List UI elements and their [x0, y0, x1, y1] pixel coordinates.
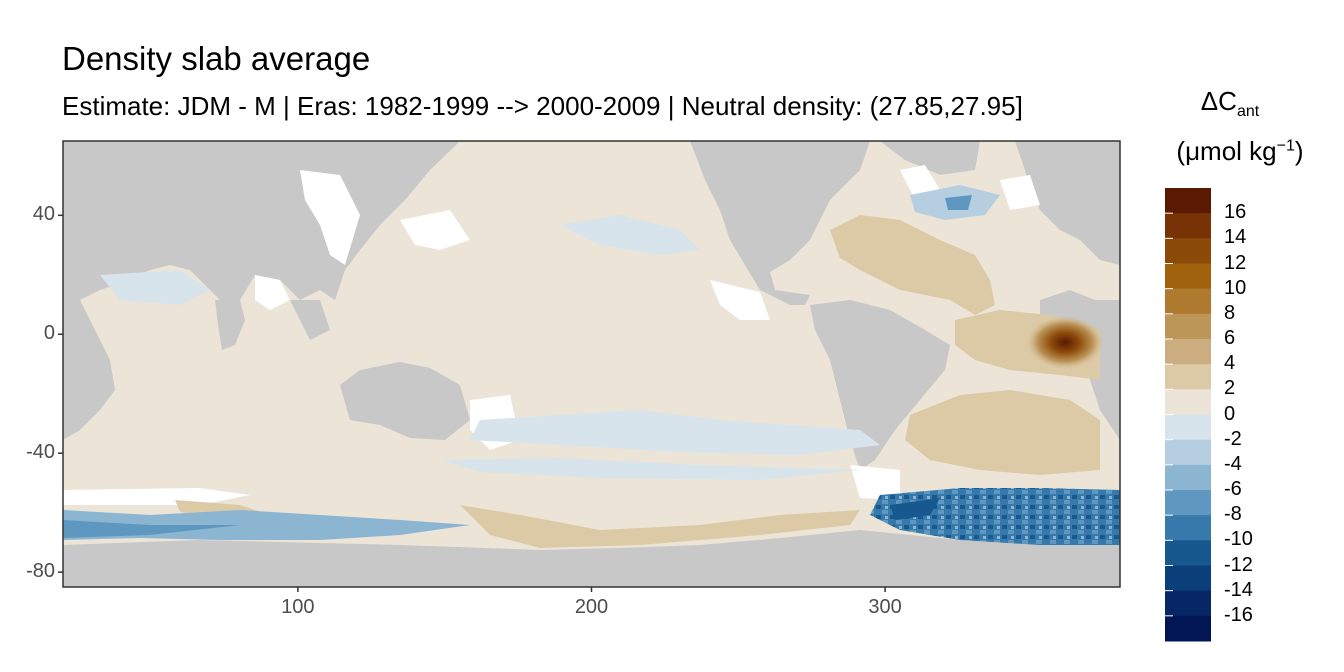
- legend-unit: (μmol kg−1): [1176, 136, 1304, 166]
- colorbar-bin: [1165, 540, 1211, 566]
- legend-label: -6: [1224, 478, 1242, 500]
- colorbar-bin: [1165, 515, 1211, 541]
- axis-ticks: [58, 214, 886, 592]
- x-tick-label: 200: [574, 596, 609, 618]
- no-data: [63, 165, 1040, 505]
- y-tick-label: 40: [32, 203, 55, 226]
- colorbar-bin: [1165, 188, 1211, 214]
- colorbar: [1165, 188, 1211, 642]
- legend-label: -14: [1224, 578, 1253, 601]
- legend-label: 4: [1224, 352, 1236, 375]
- colorbar-bin: [1165, 263, 1211, 290]
- colorbar-bin: [1165, 288, 1211, 315]
- chart-subtitle: Estimate: JDM - M | Eras: 1982-1999 --> …: [62, 91, 1023, 121]
- legend-label: 2: [1224, 377, 1236, 400]
- legend-label: 0: [1224, 402, 1236, 425]
- land: [63, 141, 1120, 587]
- legend-label: -8: [1224, 503, 1242, 526]
- colorbar-bin: [1165, 439, 1211, 466]
- x-tick-label: 100: [281, 596, 315, 618]
- legend-label: -12: [1224, 553, 1253, 576]
- colorbar-bin: [1165, 615, 1211, 642]
- colorbar-bin: [1165, 565, 1211, 592]
- legend-title: ΔCant: [1200, 86, 1260, 121]
- legend-label: 16: [1224, 201, 1247, 224]
- legend-label: 6: [1224, 327, 1236, 349]
- legend-label: 12: [1224, 251, 1247, 274]
- legend-label: 14: [1224, 226, 1247, 249]
- x-tick-label: 300: [868, 596, 902, 618]
- legend-label: 10: [1224, 276, 1247, 299]
- y-tick-label: -40: [26, 441, 55, 464]
- colorbar-bin: [1165, 389, 1211, 415]
- colorbar-bin: [1165, 313, 1211, 340]
- atlantic-hotspot: [1025, 315, 1105, 370]
- negative-anomaly: [63, 185, 1120, 545]
- legend-label: -16: [1224, 603, 1253, 626]
- colorbar-bin: [1165, 590, 1211, 617]
- legend-label: -2: [1224, 427, 1242, 450]
- colorbar-bin: [1165, 414, 1211, 441]
- legend-label: 8: [1224, 301, 1236, 324]
- y-tick-label: 0: [43, 322, 55, 345]
- legend-label: -10: [1224, 528, 1253, 551]
- colorbar-bin: [1165, 339, 1211, 365]
- y-tick-label: -80: [26, 560, 55, 583]
- colorbar-bin: [1165, 464, 1211, 491]
- chart-title: Density slab average: [62, 40, 371, 77]
- legend-label: -4: [1224, 452, 1242, 475]
- colorbar-bin: [1165, 490, 1211, 516]
- colorbar-bin: [1165, 213, 1211, 239]
- colorbar-bin: [1165, 238, 1211, 264]
- colorbar-bin: [1165, 364, 1211, 390]
